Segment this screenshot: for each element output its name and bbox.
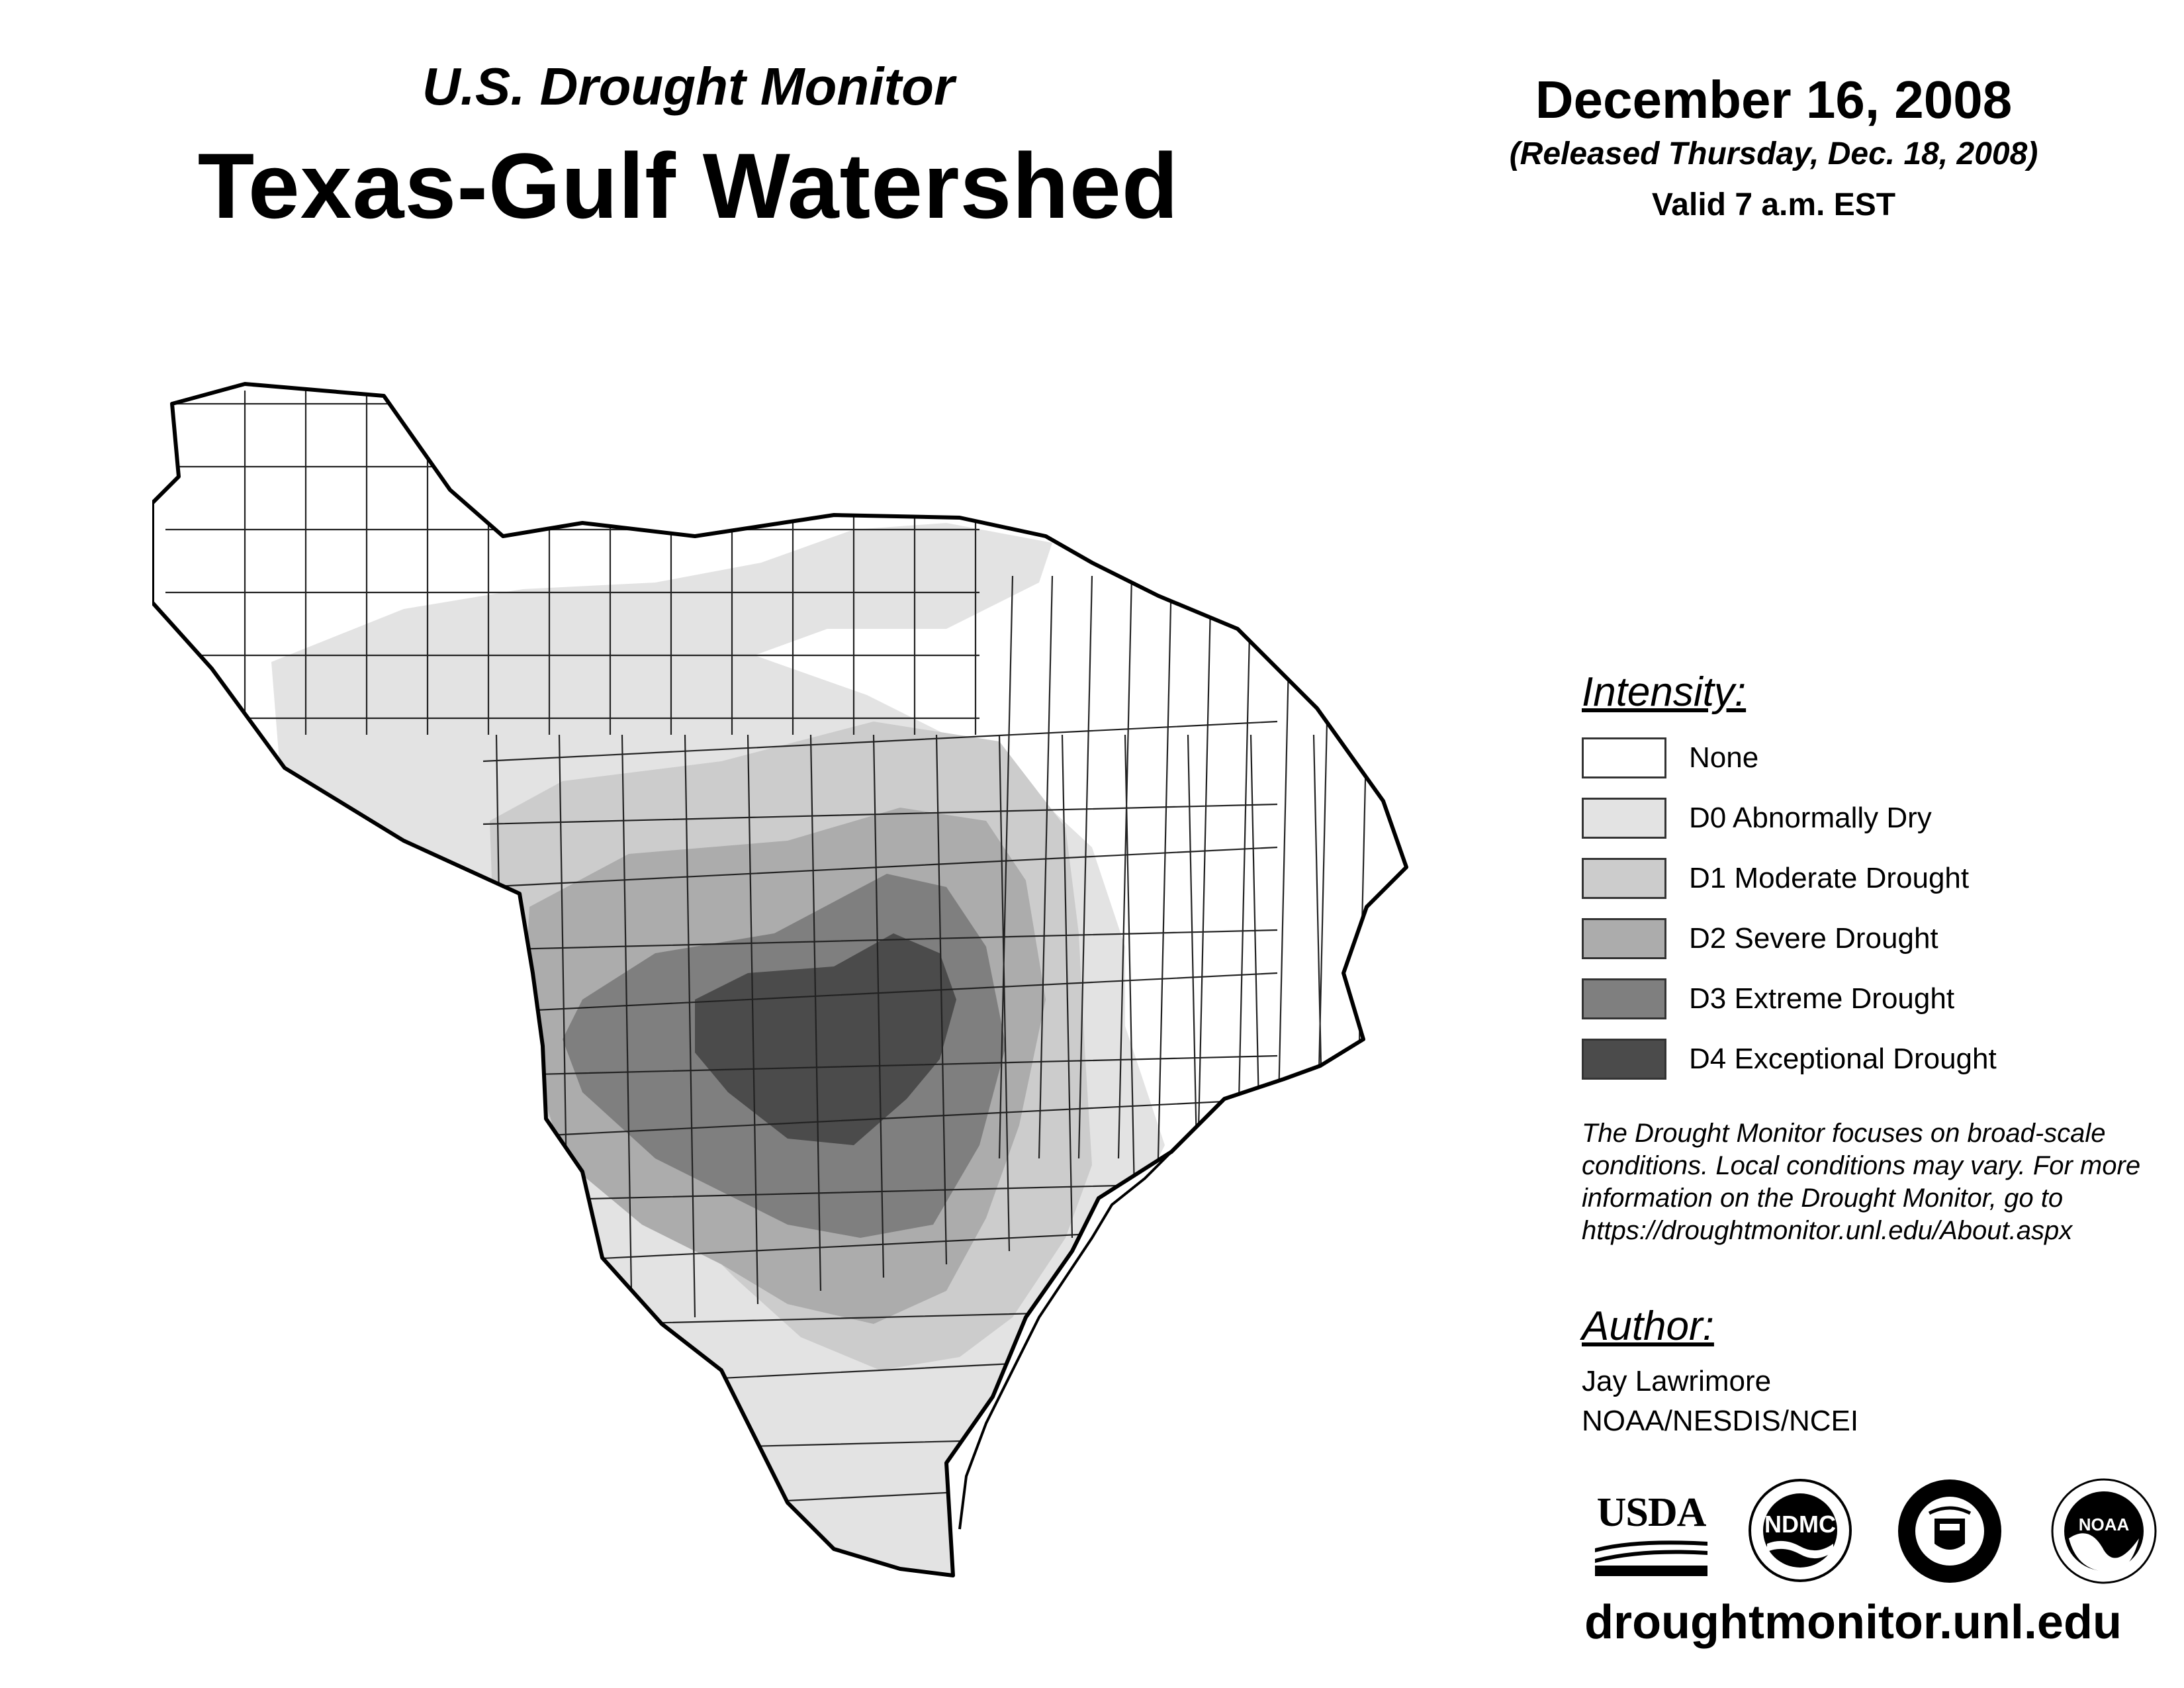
legend-item-d3: D3 Extreme Drought [1582, 976, 1954, 1022]
commerce-seal-icon [1898, 1479, 2001, 1583]
note-line: information on the Drought Monitor, go t… [1582, 1184, 2064, 1213]
note-line: conditions. Local conditions may vary. F… [1582, 1151, 2141, 1180]
usda-logo: USDA [1595, 1489, 1707, 1576]
gulf-coastline [958, 1150, 1173, 1530]
note-line: The Drought Monitor focuses on broad-sca… [1582, 1119, 2106, 1148]
legend-label-d4: D4 Exceptional Drought [1689, 1043, 1997, 1075]
author-heading: Author: [1582, 1303, 1714, 1349]
legend-swatch-d2 [1582, 918, 1666, 959]
release-date: (Released Thursday, Dec. 18, 2008) [1509, 136, 2038, 171]
legend-swatch-d0 [1582, 798, 1666, 839]
legend-swatch-d1 [1582, 858, 1666, 899]
author-name: Jay Lawrimore [1582, 1365, 1772, 1397]
watershed-map [152, 382, 1408, 1577]
legend-item-d4: D4 Exceptional Drought [1582, 1036, 1997, 1082]
legend-item-d2: D2 Severe Drought [1582, 915, 1938, 962]
note-link[interactable]: https://droughtmonitor.unl.edu/About.asp… [1582, 1216, 2073, 1245]
noaa-logo: NOAA [2050, 1477, 2158, 1585]
map-subtitle: U.S. Drought Monitor [422, 57, 955, 116]
legend-label-d0: D0 Abnormally Dry [1689, 802, 1932, 834]
ndmc-logo: NDMC [1747, 1477, 1853, 1583]
legend-item-d1: D1 Moderate Drought [1582, 855, 1969, 902]
map-title: Texas-Gulf Watershed [197, 134, 1179, 238]
author-org: NOAA/NESDIS/NCEI [1582, 1405, 1859, 1437]
ndmc-seal-icon [1749, 1479, 1852, 1582]
noaa-seal-icon [2051, 1478, 2157, 1584]
legend-heading: Intensity: [1582, 669, 1747, 715]
d4-area [695, 933, 956, 1145]
valid-time: Valid 7 a.m. EST [1651, 187, 1896, 222]
usda-hills-icon [1595, 1540, 1707, 1576]
legend-label-d1: D1 Moderate Drought [1689, 862, 1970, 894]
legend-item-none: None [1582, 735, 1758, 781]
footer-url-link[interactable]: droughtmonitor.unl.edu [1584, 1596, 2122, 1649]
legend-swatch-none [1582, 737, 1666, 778]
commerce-seal-logo [1896, 1477, 2003, 1585]
watershed-boundary [152, 382, 1408, 1577]
legend-label-none: None [1689, 741, 1759, 774]
map-date: December 16, 2008 [1535, 70, 2013, 129]
legend-swatch-d4 [1582, 1039, 1666, 1080]
disclaimer-note: The Drought Monitor focuses on broad-sca… [1582, 1117, 2177, 1247]
legend-label-d3: D3 Extreme Drought [1689, 982, 1955, 1015]
county-boundaries [165, 391, 1371, 1517]
legend-item-d0: D0 Abnormally Dry [1582, 795, 1932, 841]
legend-swatch-d3 [1582, 978, 1666, 1019]
legend-label-d2: D2 Severe Drought [1689, 922, 1938, 955]
